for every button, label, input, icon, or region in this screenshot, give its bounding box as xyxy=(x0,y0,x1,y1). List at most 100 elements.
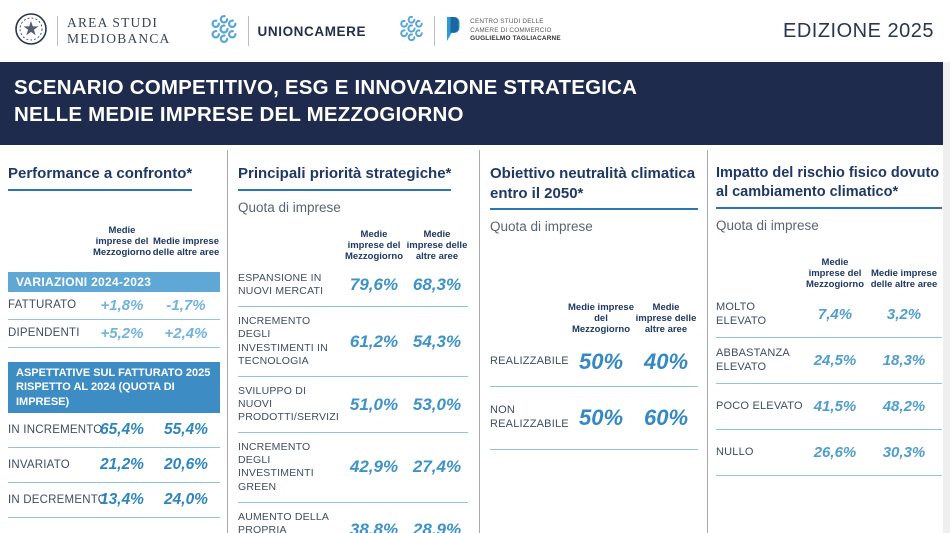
mediobanca-line1: AREA STUDI xyxy=(67,14,159,30)
header-mezzogiorno: Medie imprese del Mezzogiorno xyxy=(568,302,634,336)
section-aspettative: IN INCREMENTO 65,4% 55,4% INVARIATO 21,2… xyxy=(8,413,220,518)
panel-rischio-subtitle: Quota di imprese xyxy=(716,217,819,233)
panel-priorita-subtitle: Quota di imprese xyxy=(238,199,341,215)
column-divider xyxy=(479,150,480,533)
value-mezzogiorno: +5,2% xyxy=(100,325,144,343)
logo-unioncamere: UNIONCAMERE xyxy=(209,14,367,49)
tagliacarne-line3: GUGLIELMO TAGLIACARNE xyxy=(470,35,561,43)
table-row: ABBASTANZA ELEVATO 24,5% 18,3% xyxy=(716,338,942,385)
mediobanca-line2: MEDIOBANCA xyxy=(67,31,171,46)
panel-priorita: Principali priorità strategiche* Quota d… xyxy=(238,150,468,533)
value-mezzogiorno: 61,2% xyxy=(349,331,399,351)
column-divider xyxy=(227,150,228,533)
value-altre-aree: +2,4% xyxy=(164,325,208,343)
value-altre-aree: 40% xyxy=(643,348,689,374)
mediobanca-emblem-icon xyxy=(14,12,48,51)
value-mezzogiorno: 42,9% xyxy=(349,457,399,477)
header-altre-aree: Medie imprese delle altre aree xyxy=(635,302,697,336)
header-altre-aree: Medie imprese delle altre aree xyxy=(870,267,938,291)
value-altre-aree: 55,4% xyxy=(164,421,208,438)
logo-tagliacarne: CENTRO STUDI DELLE CAMERE DI COMMERCIO G… xyxy=(398,15,561,47)
table-row: SVILUPPO DI NUOVI PRODOTTI/SERVIZI 51,0%… xyxy=(238,377,468,434)
row-label: DIPENDENTI xyxy=(8,327,80,340)
right-margin-strip xyxy=(943,62,950,533)
banner-variazioni: VARIAZIONI 2024-2023 xyxy=(8,272,220,293)
table-row: IN DECREMENTO 13,4% 24,0% xyxy=(8,483,220,518)
value-mezzogiorno: 24,5% xyxy=(813,352,857,370)
row-label: SVILUPPO DI NUOVI PRODOTTI/SERVIZI xyxy=(238,384,340,424)
value-altre-aree: 48,2% xyxy=(882,398,926,416)
panel-performance: Performance a confronto* Medie imprese d… xyxy=(8,150,220,518)
panel-rischio-title: Impatto del rischio fisico dovuto al cam… xyxy=(716,150,942,209)
value-altre-aree: 60% xyxy=(643,404,689,430)
page-title-line2: NELLE MEDIE IMPRESE DEL MEZZOGIORNO xyxy=(14,102,464,126)
banner-aspettative: ASPETTATIVE SUL FATTURATO 2025 RISPETTO … xyxy=(8,362,220,413)
mediobanca-wordmark: AREA STUDI MEDIOBANCA xyxy=(67,15,171,47)
header-mezzogiorno: Medie imprese del Mezzogiorno xyxy=(805,256,865,291)
row-label: POCO ELEVATO xyxy=(716,399,803,412)
row-label: ABBASTANZA ELEVATO xyxy=(716,347,790,373)
table-row: ESPANSIONE IN NUOVI MERCATI 79,6% 68,3% xyxy=(238,264,468,308)
value-altre-aree: -1,7% xyxy=(166,297,206,315)
row-label: FATTURATO xyxy=(8,299,77,312)
row-label: REALIZZABILE xyxy=(490,354,569,367)
panel-priorita-title: Principali priorità strategiche* xyxy=(238,150,452,191)
page-title: SCENARIO COMPETITIVO, ESG E INNOVAZIONE … xyxy=(14,75,943,128)
tagliacarne-line1: CENTRO STUDI DELLE xyxy=(470,18,544,26)
table-row: INVARIATO 21,2% 20,6% xyxy=(8,448,220,483)
row-label: INCREMENTO DEGLI INVESTIMENTI IN TECNOLO… xyxy=(238,315,328,367)
header-altre-aree: Medie imprese delle altre aree xyxy=(152,235,220,258)
column-headers: Medie imprese del Mezzogiorno Medie impr… xyxy=(238,229,468,265)
tagliacarne-line2: CAMERE DI COMMERCIO xyxy=(470,26,552,34)
table-row: IN INCREMENTO 65,4% 55,4% xyxy=(8,413,220,448)
value-mezzogiorno: 13,4% xyxy=(100,491,144,508)
unioncamere-wordmark: UNIONCAMERE xyxy=(257,23,367,39)
value-mezzogiorno: 26,6% xyxy=(813,444,857,462)
value-mezzogiorno: 21,2% xyxy=(100,456,144,473)
tagliacarne-rosette-icon xyxy=(398,15,425,47)
table-row: MOLTO ELEVATO 7,4% 3,2% xyxy=(716,292,942,339)
table-row: INCREMENTO DEGLI INVESTIMENTI GREEN 42,9… xyxy=(238,433,468,503)
row-label: IN DECREMENTO xyxy=(8,493,107,506)
value-altre-aree: 28,9% xyxy=(412,520,462,533)
row-label: AUMENTO DELLA PROPRIA DIMENSIONE xyxy=(238,510,329,533)
column-headers: Medie imprese del Mezzogiorno Medie impr… xyxy=(490,302,698,338)
logo-divider xyxy=(247,16,249,46)
panel-rischio: Impatto del rischio fisico dovuto al cam… xyxy=(716,150,942,477)
row-label: INVARIATO xyxy=(8,458,70,471)
header-mezzogiorno: Medie imprese del Mezzogiorno xyxy=(92,224,152,258)
table-row: DIPENDENTI +5,2% +2,4% xyxy=(8,320,220,349)
header-mezzogiorno: Medie imprese del Mezzogiorno xyxy=(344,228,404,262)
value-altre-aree: 53,0% xyxy=(412,394,462,414)
table-row: INCREMENTO DEGLI INVESTIMENTI IN TECNOLO… xyxy=(238,307,468,377)
panel-neutralita: Obiettivo neutralità climatica entro il … xyxy=(490,150,698,450)
row-label: NULLO xyxy=(716,445,754,458)
value-altre-aree: 18,3% xyxy=(882,352,926,370)
row-label: IN INCREMENTO xyxy=(8,423,103,436)
value-altre-aree: 68,3% xyxy=(412,275,462,295)
value-mezzogiorno: 7,4% xyxy=(817,306,853,324)
value-mezzogiorno: 50% xyxy=(578,404,624,430)
column-divider xyxy=(707,150,708,533)
logo-divider xyxy=(57,16,58,46)
panel-performance-title: Performance a confronto* xyxy=(8,150,193,191)
section-variazioni: FATTURATO +1,8% -1,7% DIPENDENTI +5,2% +… xyxy=(8,292,220,349)
table-row: NON REALIZZABILE 50% 60% xyxy=(490,387,698,450)
value-mezzogiorno: 41,5% xyxy=(813,398,857,416)
row-label: MOLTO ELEVATO xyxy=(716,301,767,327)
value-mezzogiorno: 65,4% xyxy=(100,421,144,438)
value-altre-aree: 20,6% xyxy=(164,456,208,473)
row-label: ESPANSIONE IN NUOVI MERCATI xyxy=(238,272,324,298)
logo-divider xyxy=(434,16,436,46)
title-bar: SCENARIO COMPETITIVO, ESG E INNOVAZIONE … xyxy=(0,62,943,145)
page-title-line1: SCENARIO COMPETITIVO, ESG E INNOVAZIONE … xyxy=(14,76,638,99)
table-row: POCO ELEVATO 41,5% 48,2% xyxy=(716,384,942,431)
tagliacarne-flag-icon xyxy=(444,16,461,47)
value-mezzogiorno: +1,8% xyxy=(100,297,144,315)
edition-label: EDIZIONE 2025 xyxy=(782,19,934,42)
column-headers: Medie imprese del Mezzogiorno Medie impr… xyxy=(716,257,942,293)
tagliacarne-wordmark: CENTRO STUDI DELLE CAMERE DI COMMERCIO G… xyxy=(470,18,561,44)
panel-neutralita-subtitle: Quota di imprese xyxy=(490,219,593,234)
table-row: FATTURATO +1,8% -1,7% xyxy=(8,292,220,321)
